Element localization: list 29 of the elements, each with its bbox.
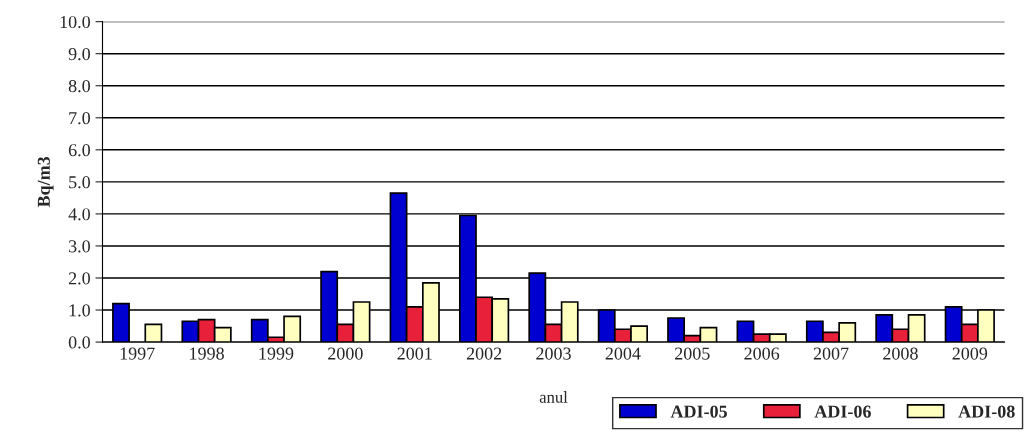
x-tick-label: 2006 xyxy=(744,347,780,360)
y-tick-label: 1.0 xyxy=(69,304,91,317)
y-tick-label: 10.0 xyxy=(60,15,91,29)
x-tick-label: 2007 xyxy=(813,347,849,360)
y-tick-label: 7.0 xyxy=(69,112,91,125)
y-tick-label: 2.0 xyxy=(68,272,91,285)
y-tick-label: 6.0 xyxy=(68,144,91,157)
x-tick-label: 2000 xyxy=(328,347,363,360)
x-tick-label: 1998 xyxy=(190,347,224,360)
x-tick-label: 2004 xyxy=(605,347,641,360)
y-tick-label: 5.0 xyxy=(69,176,91,189)
y-tick-label: 9.0 xyxy=(68,47,91,61)
y-tick-label: 3.0 xyxy=(68,240,91,253)
y-tick-label: 8.0 xyxy=(68,79,91,93)
x-axis-title: anul xyxy=(539,391,568,403)
x-tick-label: 2008 xyxy=(883,347,918,360)
legend-label: ADI-05 xyxy=(670,405,727,418)
legend-label: ADI-06 xyxy=(814,405,871,418)
legend-label: ADI-08 xyxy=(958,405,1015,418)
x-tick-label: 1997 xyxy=(120,347,155,360)
x-tick-label: 2003 xyxy=(536,347,571,360)
y-tick-label: 4.0 xyxy=(68,208,91,221)
x-tick-label: 2001 xyxy=(397,347,432,360)
x-tick-label: 1999 xyxy=(259,347,294,360)
x-tick-label: 2009 xyxy=(952,347,988,360)
x-tick-label: 2005 xyxy=(675,347,710,360)
x-tick-label: 2002 xyxy=(466,347,502,360)
y-tick-label: 0.0 xyxy=(68,336,91,349)
y-axis-title: Bq/m3 xyxy=(37,156,54,208)
